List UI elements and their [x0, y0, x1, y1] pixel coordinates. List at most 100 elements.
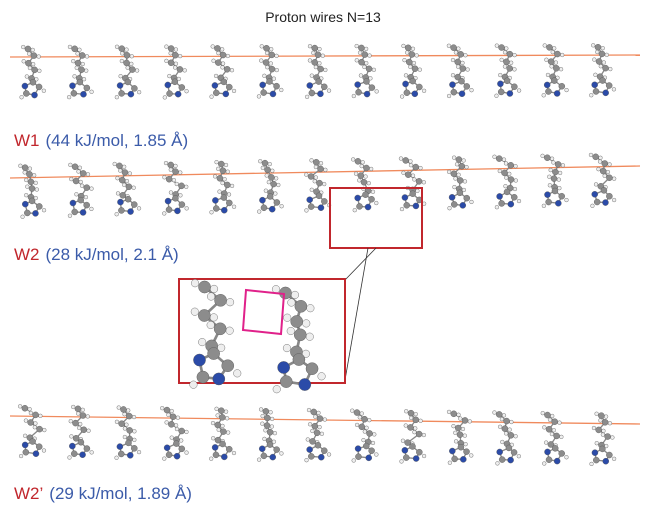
atom	[367, 418, 372, 423]
atom	[365, 454, 373, 462]
atom	[401, 194, 409, 201]
atom	[461, 417, 469, 424]
atom	[513, 164, 518, 169]
atom	[593, 456, 600, 464]
atom	[214, 421, 221, 429]
atom	[69, 434, 74, 439]
atom	[29, 79, 37, 86]
atom	[357, 415, 362, 420]
atom	[42, 427, 47, 433]
atom	[402, 58, 407, 63]
atom	[547, 174, 552, 179]
atom	[598, 155, 603, 160]
atom	[23, 433, 28, 438]
atom	[310, 408, 317, 416]
atom	[131, 414, 137, 420]
atom	[552, 46, 557, 51]
atom	[409, 77, 416, 85]
atom	[269, 90, 277, 98]
atom	[414, 53, 419, 58]
atom	[326, 452, 332, 457]
atom	[554, 50, 561, 58]
atom	[449, 81, 456, 88]
atom	[402, 80, 409, 88]
atom	[71, 208, 78, 216]
atom	[507, 171, 512, 176]
atom	[84, 68, 89, 73]
atom	[549, 64, 554, 69]
atom	[454, 439, 459, 444]
atom	[173, 452, 181, 460]
atom	[72, 177, 80, 185]
atom	[602, 199, 609, 206]
atom	[305, 362, 319, 375]
atom	[451, 455, 458, 463]
atom	[67, 44, 73, 50]
atom	[451, 424, 456, 429]
atom	[362, 191, 369, 198]
atom	[504, 431, 509, 436]
atom	[400, 438, 406, 443]
atom	[89, 89, 94, 94]
atom	[547, 441, 555, 448]
atom	[218, 407, 225, 414]
atom	[72, 435, 80, 442]
atom	[611, 87, 617, 92]
atom	[115, 176, 120, 181]
atom	[69, 442, 76, 450]
atom	[262, 408, 270, 415]
atom	[78, 66, 85, 73]
atom	[446, 43, 451, 48]
atom	[309, 187, 314, 192]
atom	[415, 188, 420, 193]
atom	[558, 67, 564, 72]
atom	[75, 51, 80, 56]
atom	[415, 430, 423, 438]
atom	[31, 66, 38, 74]
atom	[412, 430, 417, 435]
atom	[21, 441, 29, 449]
atom	[602, 89, 609, 97]
atom	[367, 53, 372, 58]
atom	[273, 446, 280, 453]
atom	[403, 73, 409, 78]
atom	[67, 95, 72, 100]
atom	[458, 162, 466, 170]
atom	[219, 51, 227, 59]
atom	[306, 196, 313, 204]
atom	[212, 372, 226, 386]
atom	[27, 166, 32, 171]
atom	[354, 43, 359, 49]
atom	[594, 43, 602, 51]
atom	[306, 82, 313, 89]
atom	[357, 50, 363, 55]
atom	[401, 170, 406, 175]
atom	[463, 448, 470, 455]
atom	[551, 428, 556, 433]
atom	[361, 438, 366, 443]
atom	[553, 60, 558, 65]
atom	[370, 440, 376, 446]
atom	[311, 422, 319, 430]
atom	[78, 179, 83, 185]
atom	[610, 435, 615, 440]
atom	[408, 51, 416, 58]
highlight-box	[241, 288, 286, 336]
atom	[216, 51, 221, 56]
atom	[219, 414, 226, 421]
atom	[450, 88, 458, 96]
atom	[404, 409, 409, 414]
atom	[510, 449, 518, 456]
atom	[226, 83, 233, 91]
atom	[21, 44, 26, 50]
atom	[499, 417, 504, 422]
atom	[354, 422, 360, 428]
atom	[463, 83, 471, 90]
atom	[353, 171, 359, 176]
atom	[363, 90, 371, 98]
atom	[211, 58, 216, 63]
atom	[317, 65, 324, 73]
atom	[162, 456, 167, 461]
atom	[368, 196, 375, 203]
atom	[542, 43, 547, 48]
